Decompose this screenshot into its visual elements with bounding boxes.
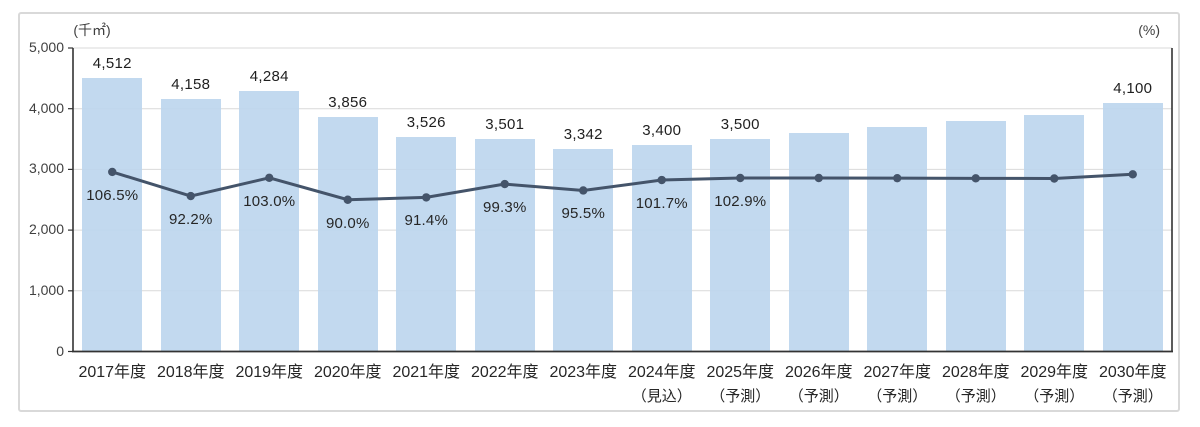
right-axis-unit-label: (%) — [1138, 22, 1160, 38]
chart-border-frame — [18, 12, 1180, 412]
left-axis-unit-label: (千㎡) — [73, 22, 111, 38]
